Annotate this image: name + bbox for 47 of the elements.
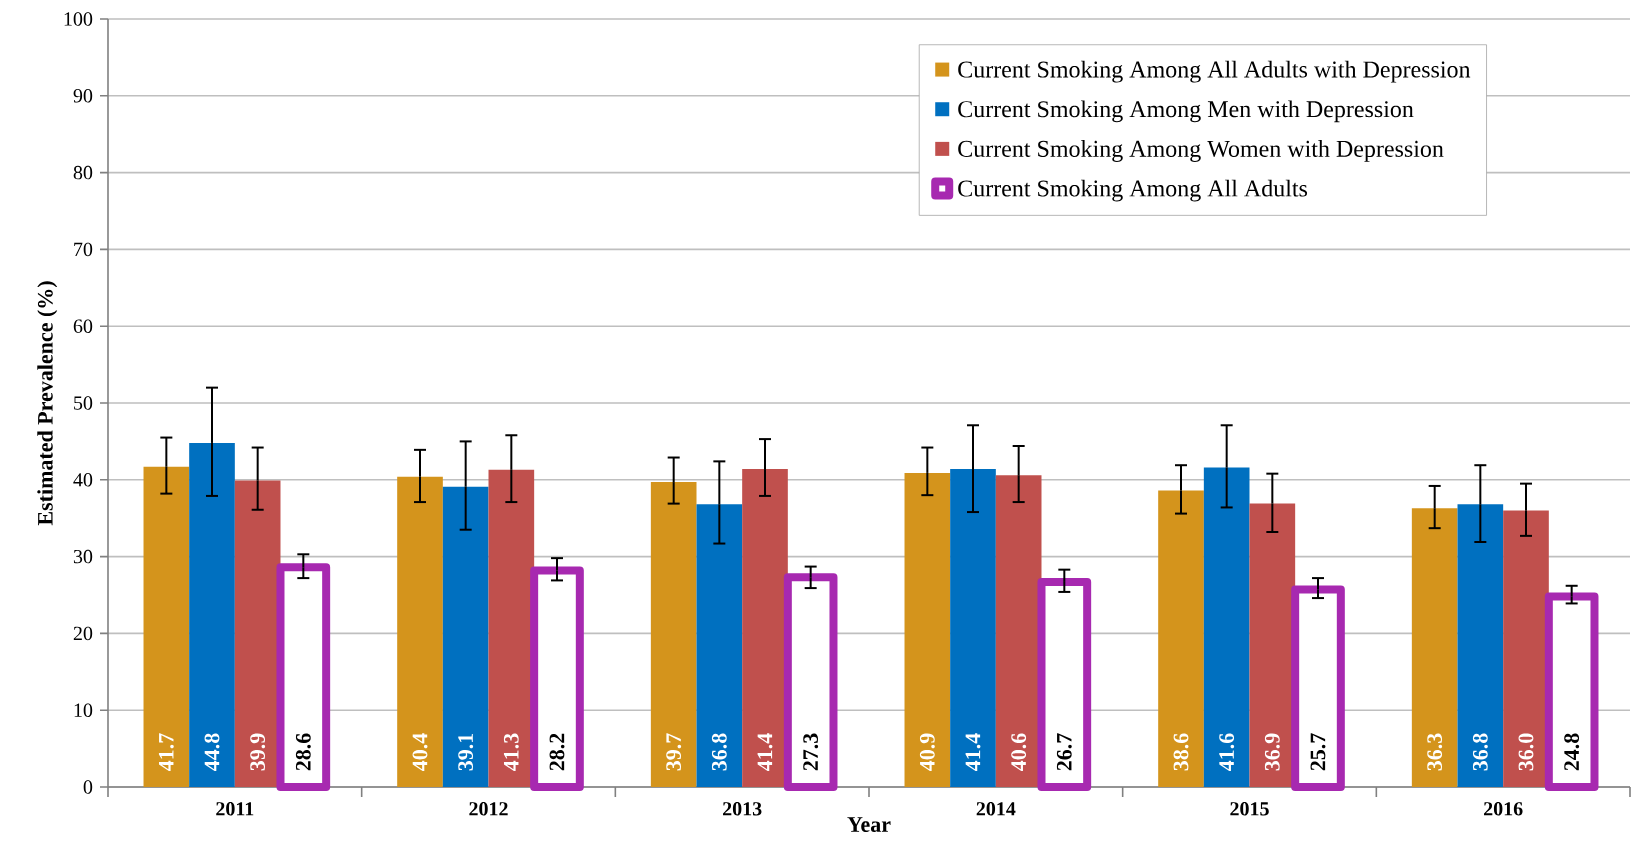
y-tick-label: 100 [64, 12, 93, 26]
data-label: 41.3 [503, 733, 519, 771]
x-tick-label: 2016 [1484, 802, 1523, 816]
y-tick-label: 0 [83, 780, 93, 794]
x-axis-title: Year [847, 817, 891, 832]
data-label: 28.2 [549, 733, 565, 771]
x-tick-label: 2014 [976, 802, 1016, 816]
x-tick-label: 2015 [1230, 802, 1269, 816]
data-label: 39.9 [250, 733, 266, 771]
data-label: 36.0 [1518, 733, 1534, 771]
data-label: 39.1 [458, 733, 474, 771]
x-tick-label: 2011 [216, 802, 254, 816]
data-label: 41.4 [965, 733, 981, 771]
y-tick-label: 30 [73, 549, 93, 564]
data-label: 27.3 [803, 733, 819, 771]
y-tick-label: 40 [73, 473, 93, 487]
y-tick-label: 20 [73, 626, 93, 641]
data-label: 36.3 [1427, 733, 1443, 771]
legend-label: Current Smoking Among Women with Depression [958, 140, 1444, 162]
legend-label: Current Smoking Among Men with Depression [958, 100, 1414, 123]
data-label: 36.8 [1472, 733, 1488, 771]
data-label: 38.6 [1173, 733, 1189, 771]
data-label: 28.6 [295, 733, 311, 771]
y-tick-label: 90 [73, 89, 93, 103]
y-tick-label: 60 [73, 319, 93, 333]
data-label: 39.7 [666, 733, 682, 771]
data-label: 25.7 [1310, 733, 1326, 771]
y-tick-label: 70 [74, 242, 93, 257]
x-tick-label: 2013 [723, 802, 762, 816]
y-tick-label: 10 [74, 703, 93, 717]
legend-label: Current Smoking Among All Adults [958, 179, 1308, 202]
data-label: 36.8 [711, 733, 727, 771]
y-tick-label: 80 [73, 165, 93, 180]
y-axis-title: Estimated Prevalence (%) [37, 281, 58, 526]
data-label: 40.9 [919, 733, 935, 771]
data-label: 26.7 [1056, 733, 1072, 771]
data-label: 40.6 [1011, 733, 1027, 771]
data-label: 44.8 [204, 733, 220, 771]
legend-label: Current Smoking Among All Adults with Depression [958, 60, 1471, 83]
data-label: 41.4 [757, 733, 773, 771]
data-label: 41.6 [1219, 733, 1235, 771]
data-label: 41.7 [158, 733, 174, 771]
data-label: 40.4 [412, 733, 428, 771]
x-tick-label: 2012 [469, 802, 508, 816]
y-tick-label: 50 [74, 396, 93, 410]
data-label: 36.9 [1264, 733, 1280, 771]
data-label: 24.8 [1564, 733, 1580, 771]
